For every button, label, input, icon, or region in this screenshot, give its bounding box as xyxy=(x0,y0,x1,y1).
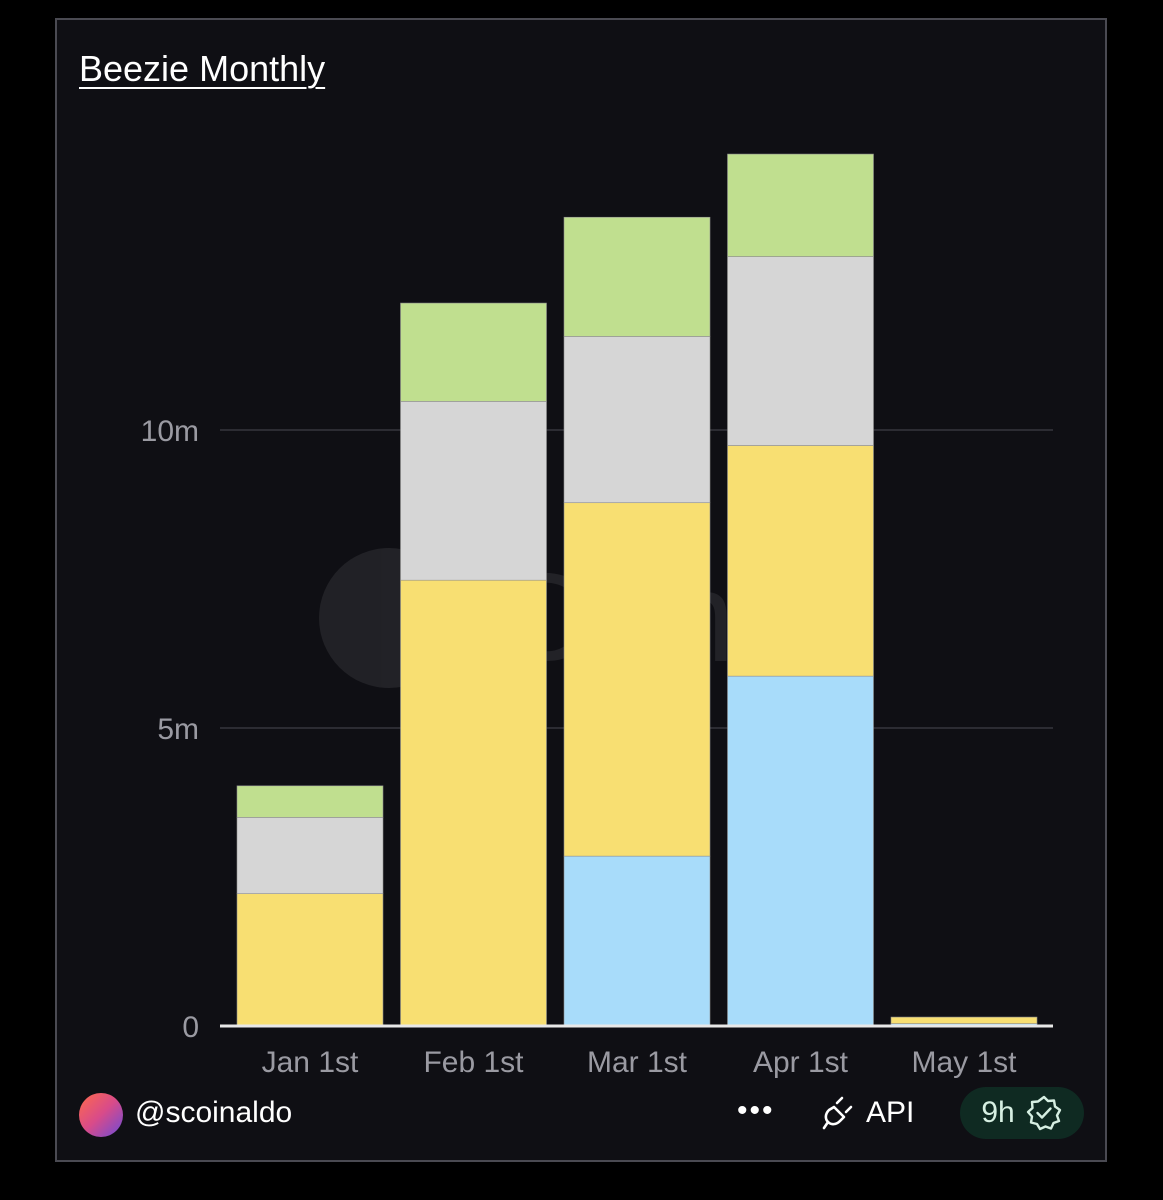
chart-title[interactable]: Beezie Monthly xyxy=(79,48,326,89)
bar-segment[interactable] xyxy=(400,302,547,402)
y-tick-label: 5m xyxy=(157,713,199,746)
api-button[interactable]: API xyxy=(822,1092,914,1134)
bar-segment[interactable] xyxy=(236,817,384,894)
x-tick-label: Mar 1st xyxy=(587,1046,688,1079)
bar-segment[interactable] xyxy=(727,153,874,257)
y-tick-label: 0 xyxy=(182,1011,199,1044)
refresh-age-badge[interactable]: 9h xyxy=(960,1087,1084,1139)
age-label: 9h xyxy=(981,1096,1015,1129)
bar-segment[interactable] xyxy=(400,401,547,581)
bar-segment[interactable] xyxy=(563,502,711,857)
bar-segment[interactable] xyxy=(727,445,874,677)
x-tick-label: Jan 1st xyxy=(262,1046,359,1079)
bar-segment[interactable] xyxy=(563,855,711,1027)
bar-chart: 0 5m 10m Jan 1st Feb 1st Mar 1st Apr 1st May 1s… xyxy=(141,153,1053,1079)
bar-segment[interactable] xyxy=(236,893,384,1027)
plug-icon xyxy=(822,1096,853,1130)
y-tick-label: 10m xyxy=(141,415,199,448)
x-tick-label: Feb 1st xyxy=(423,1046,524,1079)
x-tick-label: May 1st xyxy=(911,1046,1017,1079)
bars xyxy=(236,153,1038,1027)
author-username[interactable]: @scoinaldo xyxy=(135,1096,293,1129)
avatar[interactable] xyxy=(79,1093,123,1137)
verified-icon xyxy=(1026,1095,1061,1131)
bar-segment[interactable] xyxy=(727,675,874,1027)
more-options-button[interactable]: ••• xyxy=(737,1094,775,1127)
bar-segment[interactable] xyxy=(890,1016,1038,1024)
axes: 0 5m 10m Jan 1st Feb 1st Mar 1st Apr 1st May 1s… xyxy=(141,415,1053,1079)
api-label: API xyxy=(866,1096,915,1129)
bar-segment[interactable] xyxy=(727,256,874,446)
bar-segment[interactable] xyxy=(563,216,711,337)
bar-segment[interactable] xyxy=(400,579,547,1027)
bar-segment[interactable] xyxy=(563,336,711,504)
chart-footer: @scoinaldo ••• API 9h xyxy=(57,1086,1105,1146)
x-tick-label: Apr 1st xyxy=(753,1046,849,1079)
bar-segment[interactable] xyxy=(236,785,384,818)
